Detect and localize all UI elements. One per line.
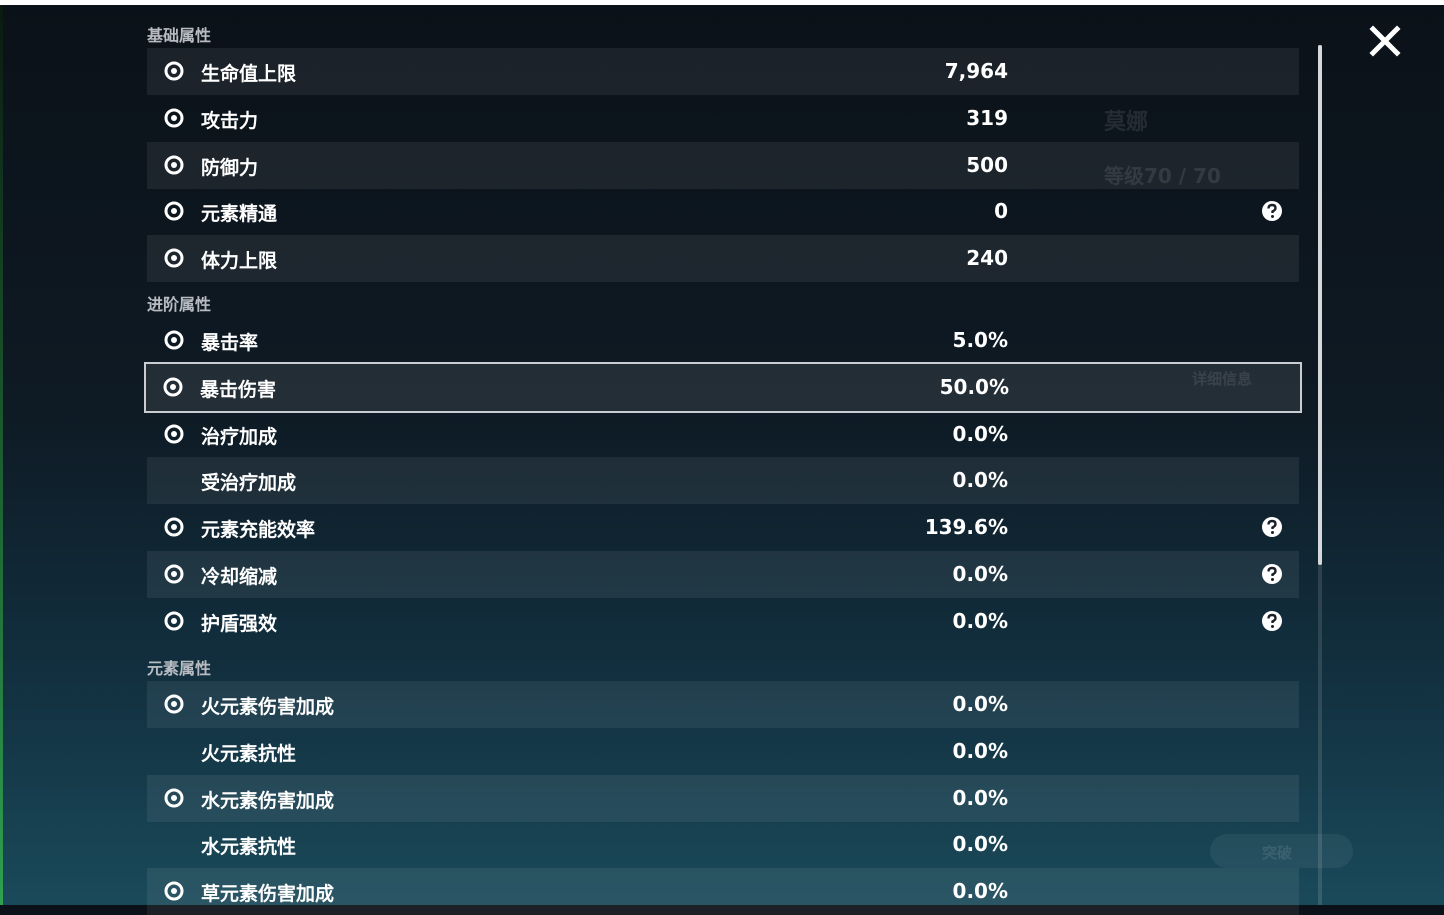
section-title: 元素属性 [147, 659, 212, 678]
character-level: 等级70 / 70 [1104, 164, 1221, 188]
attribute-label: 元素充能效率 [201, 519, 316, 542]
attribute-row: 受治疗加成 0.0% [147, 457, 1299, 505]
attribute-label: 攻击力 [201, 109, 259, 132]
attribute-icon [164, 788, 184, 808]
help-icon[interactable] [1261, 516, 1283, 538]
attribute-value: 139.6% [924, 515, 1008, 540]
attribute-icon [164, 424, 184, 444]
help-icon[interactable] [1261, 610, 1283, 632]
attribute-row: 暴击伤害 50.0% [144, 361, 1302, 413]
attribute-row: 火元素伤害加成 0.0% [147, 681, 1299, 728]
top-bar [0, 0, 1444, 5]
attribute-label: 草元素伤害加成 [201, 883, 335, 906]
attribute-value: 240 [966, 246, 1008, 271]
attribute-label: 火元素伤害加成 [201, 696, 335, 718]
attribute-icon [164, 881, 184, 901]
attribute-value: 0.0% [952, 608, 1008, 633]
attribute-row: 水元素抗性 0.0% [147, 821, 1299, 868]
attribute-row: 冷却缩减 0.0% [147, 551, 1299, 598]
attribute-icon [164, 694, 184, 714]
attribute-label: 暴击伤害 [200, 378, 277, 401]
attribute-row: 草元素伤害加成 0.0% [147, 868, 1299, 915]
attribute-label: 治疗加成 [201, 425, 278, 448]
attribute-row: 暴击率 5.0% [147, 317, 1299, 364]
attribute-label: 火元素抗性 [201, 742, 297, 765]
close-button[interactable] [1368, 24, 1402, 58]
attribute-icon [164, 564, 184, 584]
ascend-pill [1210, 834, 1353, 868]
attribute-row: 火元素抗性 0.0% [147, 728, 1299, 775]
attribute-row: 体力上限 240 [147, 235, 1299, 283]
attribute-label: 水元素伤害加成 [201, 789, 335, 812]
attribute-value: 0.0% [952, 738, 1008, 763]
attribute-icon [163, 377, 183, 397]
attribute-icon [164, 201, 184, 221]
help-icon[interactable] [1261, 200, 1283, 222]
attribute-value: 50.0% [939, 374, 1009, 399]
attribute-value: 0.0% [952, 879, 1008, 904]
attribute-value: 5.0% [952, 328, 1008, 352]
attribute-label: 护盾强效 [201, 612, 278, 635]
scroll-thumb[interactable] [1318, 45, 1322, 565]
attribute-icon [164, 248, 184, 268]
attribute-label: 冷却缩减 [201, 566, 278, 588]
attribute-value: 0 [994, 199, 1008, 224]
attribute-row: 防御力 500 [147, 141, 1299, 189]
attribute-row: 元素充能效率 139.6% [147, 504, 1299, 551]
attribute-icon [164, 611, 184, 631]
attribute-value: 0.0% [952, 562, 1008, 586]
attribute-row: 元素精通 0 [147, 188, 1299, 235]
attribute-value: 0.0% [952, 468, 1008, 493]
attribute-value: 7,964 [944, 59, 1008, 83]
attribute-icon [164, 108, 184, 128]
character-name: 莫娜 [1104, 110, 1149, 135]
attribute-value: 319 [966, 105, 1008, 130]
attribute-label: 生命值上限 [201, 63, 297, 85]
attribute-row: 生命值上限 7,964 [147, 48, 1299, 95]
attribute-row: 攻击力 319 [147, 95, 1299, 142]
attribute-label: 水元素抗性 [201, 836, 297, 859]
details-button[interactable]: 详细信息 [1192, 370, 1253, 388]
attribute-label: 体力上限 [201, 250, 278, 273]
attribute-label: 受治疗加成 [201, 472, 297, 495]
attribute-icon [164, 517, 184, 537]
section-title: 进阶属性 [147, 295, 212, 314]
attribute-value: 0.0% [952, 692, 1008, 716]
help-icon[interactable] [1261, 563, 1283, 585]
attribute-label: 元素精通 [201, 203, 278, 226]
attribute-value: 0.0% [952, 421, 1008, 446]
attribute-label: 防御力 [201, 156, 259, 179]
attribute-icon [164, 155, 184, 175]
ascend-button[interactable]: 突破 [1262, 844, 1293, 862]
section-title: 基础属性 [147, 26, 212, 45]
attribute-value: 0.0% [952, 785, 1008, 810]
attribute-row: 水元素伤害加成 0.0% [147, 774, 1299, 822]
attribute-icon [164, 330, 184, 350]
edge [0, 5, 3, 905]
attribute-row: 治疗加成 0.0% [147, 411, 1299, 458]
attribute-row: 护盾强效 0.0% [147, 598, 1299, 645]
attribute-value: 500 [966, 152, 1008, 177]
attribute-icon [164, 61, 184, 81]
attribute-label: 暴击率 [201, 332, 259, 354]
attribute-value: 0.0% [952, 832, 1008, 857]
